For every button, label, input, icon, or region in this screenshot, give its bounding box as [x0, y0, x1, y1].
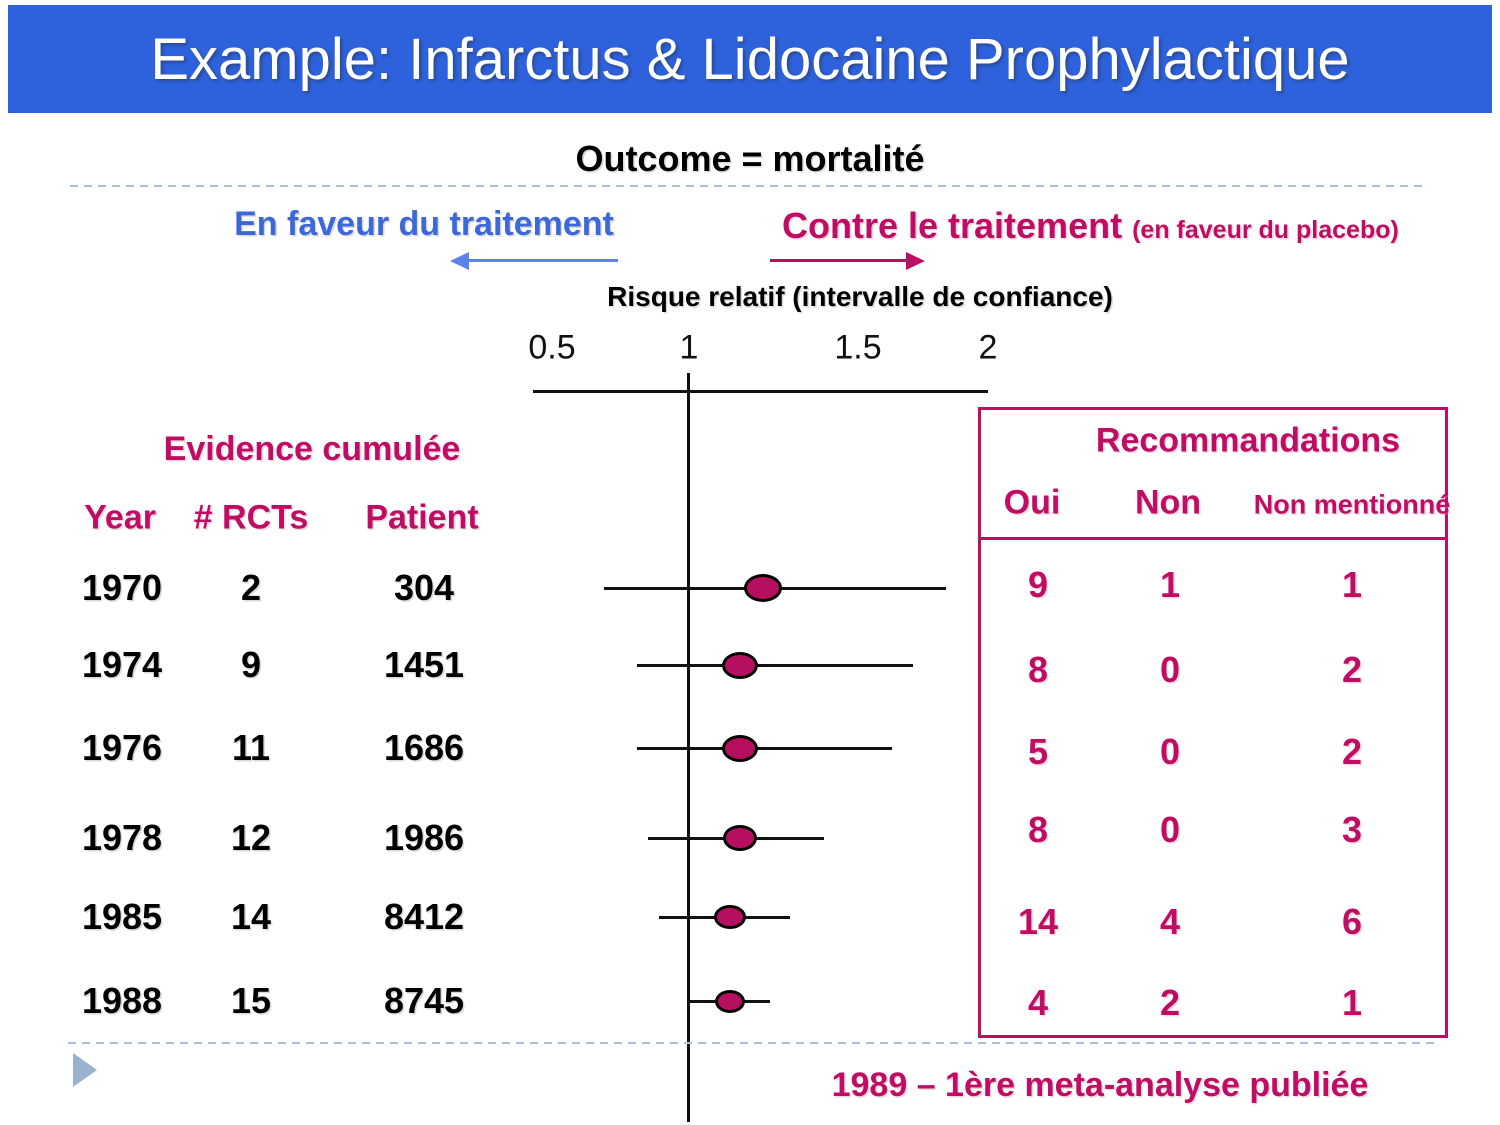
footnote: 1989 – 1ère meta-analyse publiée — [831, 1066, 1369, 1104]
rec-header-oui: Oui — [1003, 483, 1061, 522]
recommendations-title: Recommandations — [1095, 421, 1401, 460]
evidence-cell-1970-year: 1970 — [81, 567, 163, 608]
left-arrow-icon — [450, 252, 469, 270]
evidence-cell-1976-patients: 1686 — [383, 727, 465, 768]
evidence-cell-1978-patients: 1986 — [383, 817, 465, 858]
evidence-cell-1988-patients: 8745 — [383, 980, 465, 1021]
tick-label-2: 2 — [978, 328, 998, 367]
axis-title: Risque relatif (intervalle de confiance) — [607, 281, 1113, 312]
evidence-header-rcts: # RCTs — [193, 498, 309, 537]
evidence-cell-1978-year: 1978 — [81, 817, 163, 858]
evidence-cell-1978-rcts: 12 — [230, 817, 272, 858]
evidence-cell-1985-rcts: 14 — [230, 896, 272, 937]
favor-treatment-label: En faveur du traitement — [234, 205, 614, 243]
slide-title: Example: Infarctus & Lidocaine Prophylac… — [150, 26, 1350, 92]
rec-cell-r0-c0: 9 — [1027, 564, 1049, 605]
rec-header-non-mentionne: Non mentionné — [1253, 489, 1451, 520]
against-treatment-main: Contre le traitement — [782, 205, 1123, 246]
evidence-cell-1974-rcts: 9 — [240, 644, 262, 685]
left-arrow-line — [468, 259, 618, 262]
rec-cell-r4-c1: 4 — [1159, 901, 1181, 942]
bottom-dashed-divider — [68, 1042, 1440, 1044]
effect-marker-1974 — [721, 651, 758, 679]
rec-cell-r5-c2: 1 — [1341, 982, 1363, 1023]
title-bar: Example: Infarctus & Lidocaine Prophylac… — [8, 5, 1492, 113]
rec-cell-r0-c1: 1 — [1159, 564, 1181, 605]
ci-line-1974 — [636, 663, 913, 667]
ci-line-1976 — [636, 746, 892, 750]
right-arrow-line — [770, 259, 908, 262]
effect-marker-1976 — [721, 734, 758, 762]
evidence-cell-1985-patients: 8412 — [383, 896, 465, 937]
rec-cell-r1-c2: 2 — [1341, 649, 1363, 690]
evidence-header-patient: Patient — [365, 498, 479, 537]
right-arrow-icon — [906, 252, 925, 270]
evidence-cell-1974-year: 1974 — [81, 644, 163, 685]
effect-marker-1985 — [713, 905, 746, 929]
effect-marker-1970 — [744, 574, 783, 602]
tick-label-1: 1 — [679, 328, 699, 367]
rec-cell-r5-c1: 2 — [1159, 982, 1181, 1023]
evidence-cell-1970-rcts: 2 — [240, 567, 262, 608]
tick-label-1.5: 1.5 — [834, 328, 882, 367]
rec-cell-r4-c0: 14 — [1017, 901, 1059, 942]
evidence-cell-1988-rcts: 15 — [230, 980, 272, 1021]
evidence-cell-1985-year: 1985 — [81, 896, 163, 937]
outcome-subtitle: Outcome = mortalité — [575, 138, 925, 179]
evidence-cell-1988-year: 1988 — [81, 980, 163, 1021]
rec-header-non: Non — [1134, 483, 1202, 522]
rec-cell-r2-c0: 5 — [1027, 731, 1049, 772]
rec-cell-r1-c0: 8 — [1027, 649, 1049, 690]
x-axis-line — [533, 390, 988, 393]
rec-cell-r0-c2: 1 — [1341, 564, 1363, 605]
evidence-cell-1976-rcts: 11 — [231, 727, 271, 768]
recommendations-header-underline — [978, 537, 1448, 540]
evidence-cell-1970-patients: 304 — [393, 567, 455, 608]
against-treatment-note: (en faveur du placebo) — [1132, 216, 1399, 244]
play-triangle-icon — [73, 1053, 97, 1087]
rec-cell-r3-c2: 3 — [1341, 809, 1363, 850]
rec-cell-r2-c2: 2 — [1341, 731, 1363, 772]
evidence-cell-1976-year: 1976 — [81, 727, 163, 768]
effect-marker-1978 — [722, 825, 757, 851]
rec-cell-r1-c1: 0 — [1159, 649, 1181, 690]
effect-marker-1988 — [714, 989, 745, 1013]
rec-cell-r3-c1: 0 — [1159, 809, 1181, 850]
rec-cell-r2-c1: 0 — [1159, 731, 1181, 772]
rec-cell-r3-c0: 8 — [1027, 809, 1049, 850]
evidence-header-year: Year — [84, 498, 156, 537]
rec-cell-r4-c2: 6 — [1341, 901, 1363, 942]
rec-cell-r5-c0: 4 — [1027, 982, 1049, 1023]
evidence-table-title: Evidence cumulée — [163, 430, 461, 468]
against-treatment-label: Contre le traitement (en faveur du place… — [782, 205, 1399, 247]
top-dashed-divider — [70, 185, 1426, 187]
tick-label-0.5: 0.5 — [528, 328, 576, 367]
evidence-cell-1974-patients: 1451 — [383, 644, 465, 685]
recommendations-box — [978, 407, 1448, 1038]
